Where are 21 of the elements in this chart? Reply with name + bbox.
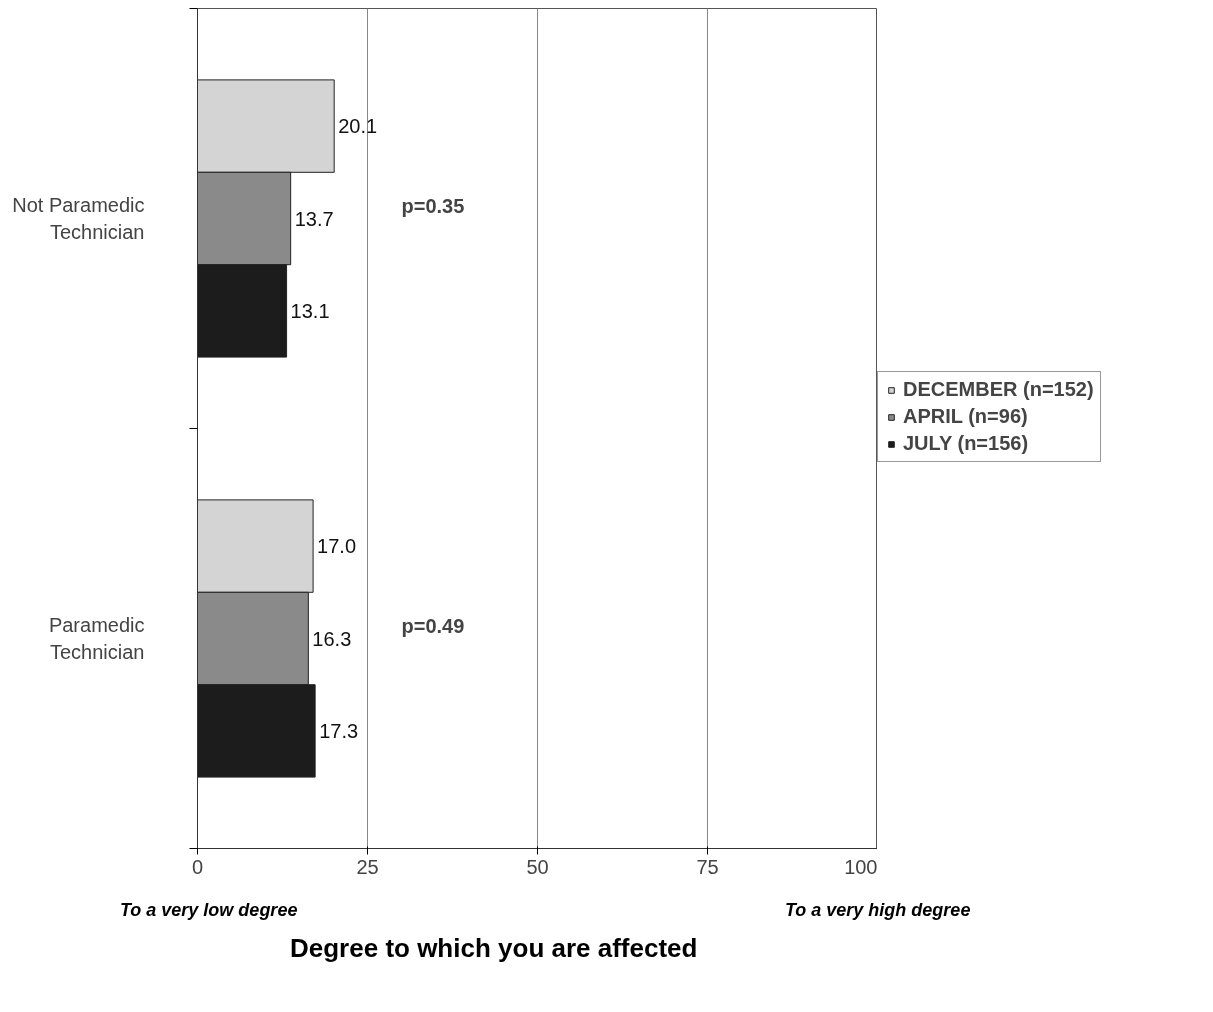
x-tick-label: 0 xyxy=(191,855,204,878)
text: 17.0 xyxy=(317,535,357,558)
text: 16.3 xyxy=(312,627,352,650)
y-tick-label: Not Paramedic Technician xyxy=(12,194,145,243)
x-tick-label: 50 xyxy=(526,855,549,878)
text: 13.7 xyxy=(294,207,334,230)
x-axis-title: Degree to which you are affected xyxy=(290,932,698,965)
text: 20.1 xyxy=(338,115,378,138)
annotation: p=0.35 xyxy=(401,194,465,217)
y-tick-label: Paramedic Technician xyxy=(48,614,145,663)
text: To a very low degree xyxy=(120,899,298,922)
x-tick-label: 100 xyxy=(844,855,878,878)
x-tick-label: 25 xyxy=(356,855,379,878)
text: 13.1 xyxy=(290,299,330,322)
legend-label: JULY (n=156) xyxy=(903,432,1029,455)
legend-label: DECEMBER (n=152) xyxy=(903,378,1094,401)
legend-label: APRIL (n=96) xyxy=(903,405,1028,428)
text: 17.3 xyxy=(319,719,359,742)
text: To a very high degree xyxy=(785,899,971,922)
annotation: p=0.49 xyxy=(401,614,465,637)
x-tick-label: 75 xyxy=(696,855,719,878)
